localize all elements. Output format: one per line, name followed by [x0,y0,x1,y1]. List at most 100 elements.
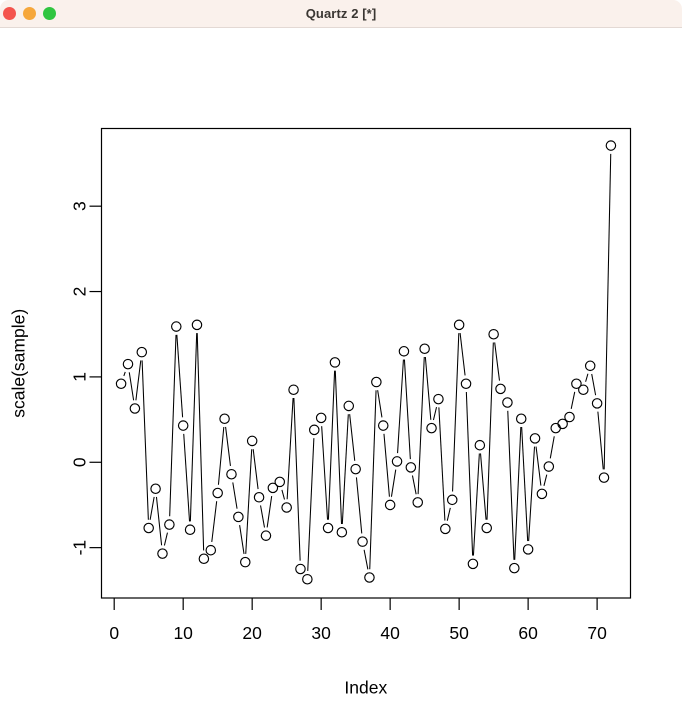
data-point [543,461,555,472]
data-point [246,435,258,447]
plot-frame [100,127,632,599]
data-point [343,400,355,412]
data-point [364,572,375,583]
data-point [488,328,499,340]
data-point [391,456,403,467]
y-tick-label: 2 [70,287,90,297]
data-point [281,502,292,513]
data-point [198,553,210,565]
data-point [171,321,182,332]
window-title: Quartz 2 [*] [305,6,377,21]
series-points [115,140,617,585]
y-tick-label: 1 [70,372,90,382]
data-point [591,398,603,409]
y-axis: -1 0 1 2 3 [70,201,102,555]
x-tick-label: 70 [587,623,607,643]
data-point [288,384,299,395]
data-point [460,378,472,390]
data-point [502,397,513,408]
data-point [405,462,417,473]
data-point [226,468,237,480]
x-axis: 0 10 20 30 40 50 60 70 [109,598,607,643]
data-point [233,511,244,523]
data-point [529,433,541,444]
data-point [578,384,589,395]
data-point [557,418,568,430]
data-point [550,422,561,434]
data-point [177,420,189,431]
data-point [571,378,582,390]
data-point [315,412,327,424]
x-tick-label: 30 [311,623,331,643]
data-point [164,519,175,530]
data-point [440,523,451,535]
data-point [239,556,251,568]
data-point [267,482,279,494]
data-point [474,439,486,451]
data-point [446,494,458,506]
x-tick-label: 0 [109,623,119,643]
y-tick-label: -1 [70,540,90,556]
data-point [426,422,437,434]
traffic-lights [3,0,56,27]
series-line-segments [123,153,612,571]
data-point [495,383,506,395]
data-point [136,346,148,358]
data-point [260,530,272,541]
data-point [377,420,389,431]
data-point [598,472,610,483]
data-point [150,483,161,495]
data-point [564,411,575,423]
data-point [384,499,396,511]
data-point [205,544,217,556]
data-point [308,424,320,436]
data-point [515,413,527,425]
data-point [274,476,286,488]
data-point [157,548,168,559]
data-point [336,526,348,538]
plot-area: 0 10 20 30 40 50 60 70 -1 0 1 2 3 Index scale(sample… [0,28,682,724]
minimize-button[interactable] [23,7,36,20]
data-point [115,378,127,390]
window-titlebar: Quartz 2 [*] [0,0,682,28]
data-point [143,522,154,534]
data-point [219,413,230,425]
data-point [433,393,444,405]
data-point [371,376,382,388]
data-point [419,343,430,355]
x-tick-label: 60 [518,623,538,643]
data-point [584,360,596,372]
data-point [536,488,548,500]
data-point [191,319,203,331]
data-point [295,563,306,575]
data-point [412,497,424,508]
plot-canvas: 0 10 20 30 40 50 60 70 -1 0 1 2 3 Index scale(sample… [9,127,632,698]
data-point [467,558,479,570]
data-point [129,403,141,414]
data-point [357,536,368,547]
y-tick-label: 3 [70,201,90,211]
data-point [329,357,341,368]
close-button[interactable] [3,7,16,20]
x-axis-title: Index [344,678,387,698]
data-point [184,524,196,535]
data-point [212,487,223,499]
data-point [605,140,617,151]
data-point [253,491,265,503]
x-tick-label: 40 [380,623,400,643]
data-point [350,463,361,475]
zoom-button[interactable] [43,7,56,20]
data-point [453,319,465,331]
data-point [522,544,534,555]
data-point [481,522,493,534]
data-point [302,573,313,585]
y-tick-label: 0 [70,457,90,467]
data-point [509,562,520,574]
x-tick-label: 10 [173,623,193,643]
x-tick-label: 50 [449,623,469,643]
x-tick-label: 20 [242,623,262,643]
data-point [398,346,410,357]
y-axis-title: scale(sample) [9,309,29,418]
data-point [322,522,334,534]
